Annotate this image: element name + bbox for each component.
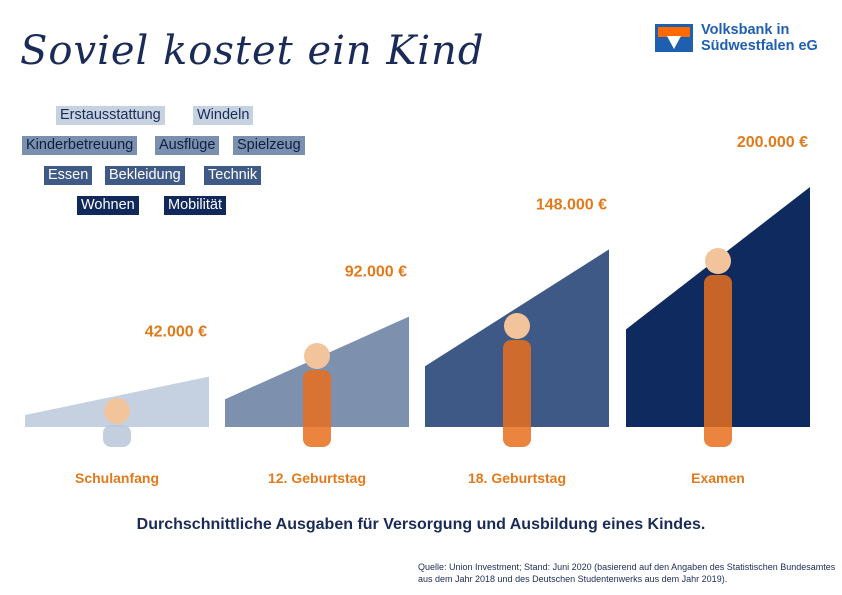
page-title: Soviel kostet ein Kind	[20, 28, 485, 74]
value-label: 92.000 €	[345, 264, 407, 281]
source-note: Quelle: Union Investment; Stand: Juni 20…	[418, 562, 836, 584]
man-with-trophy-icon	[704, 248, 732, 447]
tag-bekleidung: Bekleidung	[105, 166, 185, 185]
category-label: Schulanfang	[75, 470, 159, 486]
logo-line-2: Südwestfalen eG	[701, 38, 818, 54]
category-label: Examen	[691, 470, 745, 486]
value-label: 200.000 €	[737, 134, 808, 151]
category-label: 12. Geburtstag	[268, 470, 366, 486]
category-label: 18. Geburtstag	[468, 470, 566, 486]
volksbank-logo-icon	[655, 24, 693, 52]
tag-windeln: Windeln	[193, 106, 254, 125]
boy-with-racing-helmet-icon	[303, 343, 331, 447]
tag-wohnen: Wohnen	[77, 196, 139, 215]
girl-with-race-car-icon	[503, 313, 531, 447]
bank-logo: Volksbank in Südwestfalen eG	[655, 22, 818, 54]
tag-erstausstattung: Erstausstattung	[56, 106, 165, 125]
tag-mobilitaet: Mobilität	[164, 196, 226, 215]
chart-subtitle: Durchschnittliche Ausgaben für Versorgun…	[136, 516, 706, 533]
tag-spielzeug: Spielzeug	[233, 136, 305, 155]
child-with-toy-car-icon	[103, 398, 131, 447]
tag-essen: Essen	[44, 166, 93, 185]
tag-ausfluege: Ausflüge	[155, 136, 220, 155]
value-label: 42.000 €	[145, 324, 207, 341]
tag-kinderbetreuung: Kinderbetreuung	[22, 136, 138, 155]
value-label: 148.000 €	[536, 196, 607, 213]
logo-line-1: Volksbank in	[701, 22, 790, 38]
tag-technik: Technik	[204, 166, 262, 185]
cost-chart: 42.000 € Schulanfang 92.000 € 12. Geburtsta…	[25, 134, 810, 486]
